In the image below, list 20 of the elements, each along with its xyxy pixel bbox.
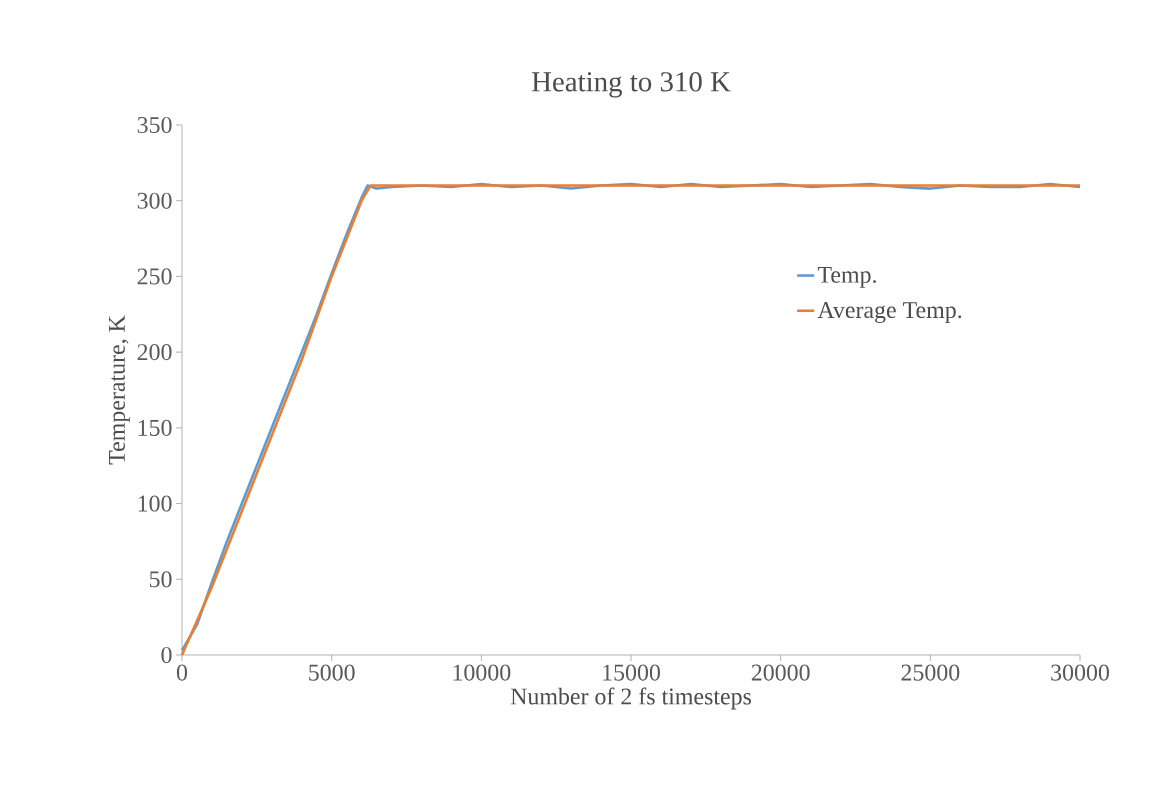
- y-tick-label: 50: [149, 571, 172, 588]
- x-tick-label: 15000: [603, 664, 660, 681]
- y-tick-label: 250: [137, 268, 172, 285]
- x-axis-title: Number of 2 fs timesteps: [510, 687, 752, 710]
- legend-label: Average Temp.: [817, 302, 962, 324]
- x-tick-label: 0: [176, 664, 188, 681]
- x-tick-label: 30000: [1051, 664, 1109, 681]
- x-tick-label: 10000: [453, 664, 511, 681]
- x-tick-label: 25000: [901, 664, 960, 681]
- y-tick-label: 100: [138, 495, 172, 512]
- y-tick-label: 200: [137, 344, 172, 361]
- chart-title: Heating to 310 K: [531, 72, 731, 98]
- y-tick-label: 350: [137, 116, 172, 134]
- y-tick-label: 150: [138, 419, 172, 436]
- x-tick-label: 5000: [309, 664, 355, 681]
- y-tick-label: 300: [137, 192, 172, 209]
- legend-label: Temp.: [817, 266, 876, 288]
- x-tick-label: 20000: [751, 664, 810, 681]
- y-axis-title: Temperature, K: [109, 315, 130, 465]
- y-tick-label: 0: [161, 646, 172, 664]
